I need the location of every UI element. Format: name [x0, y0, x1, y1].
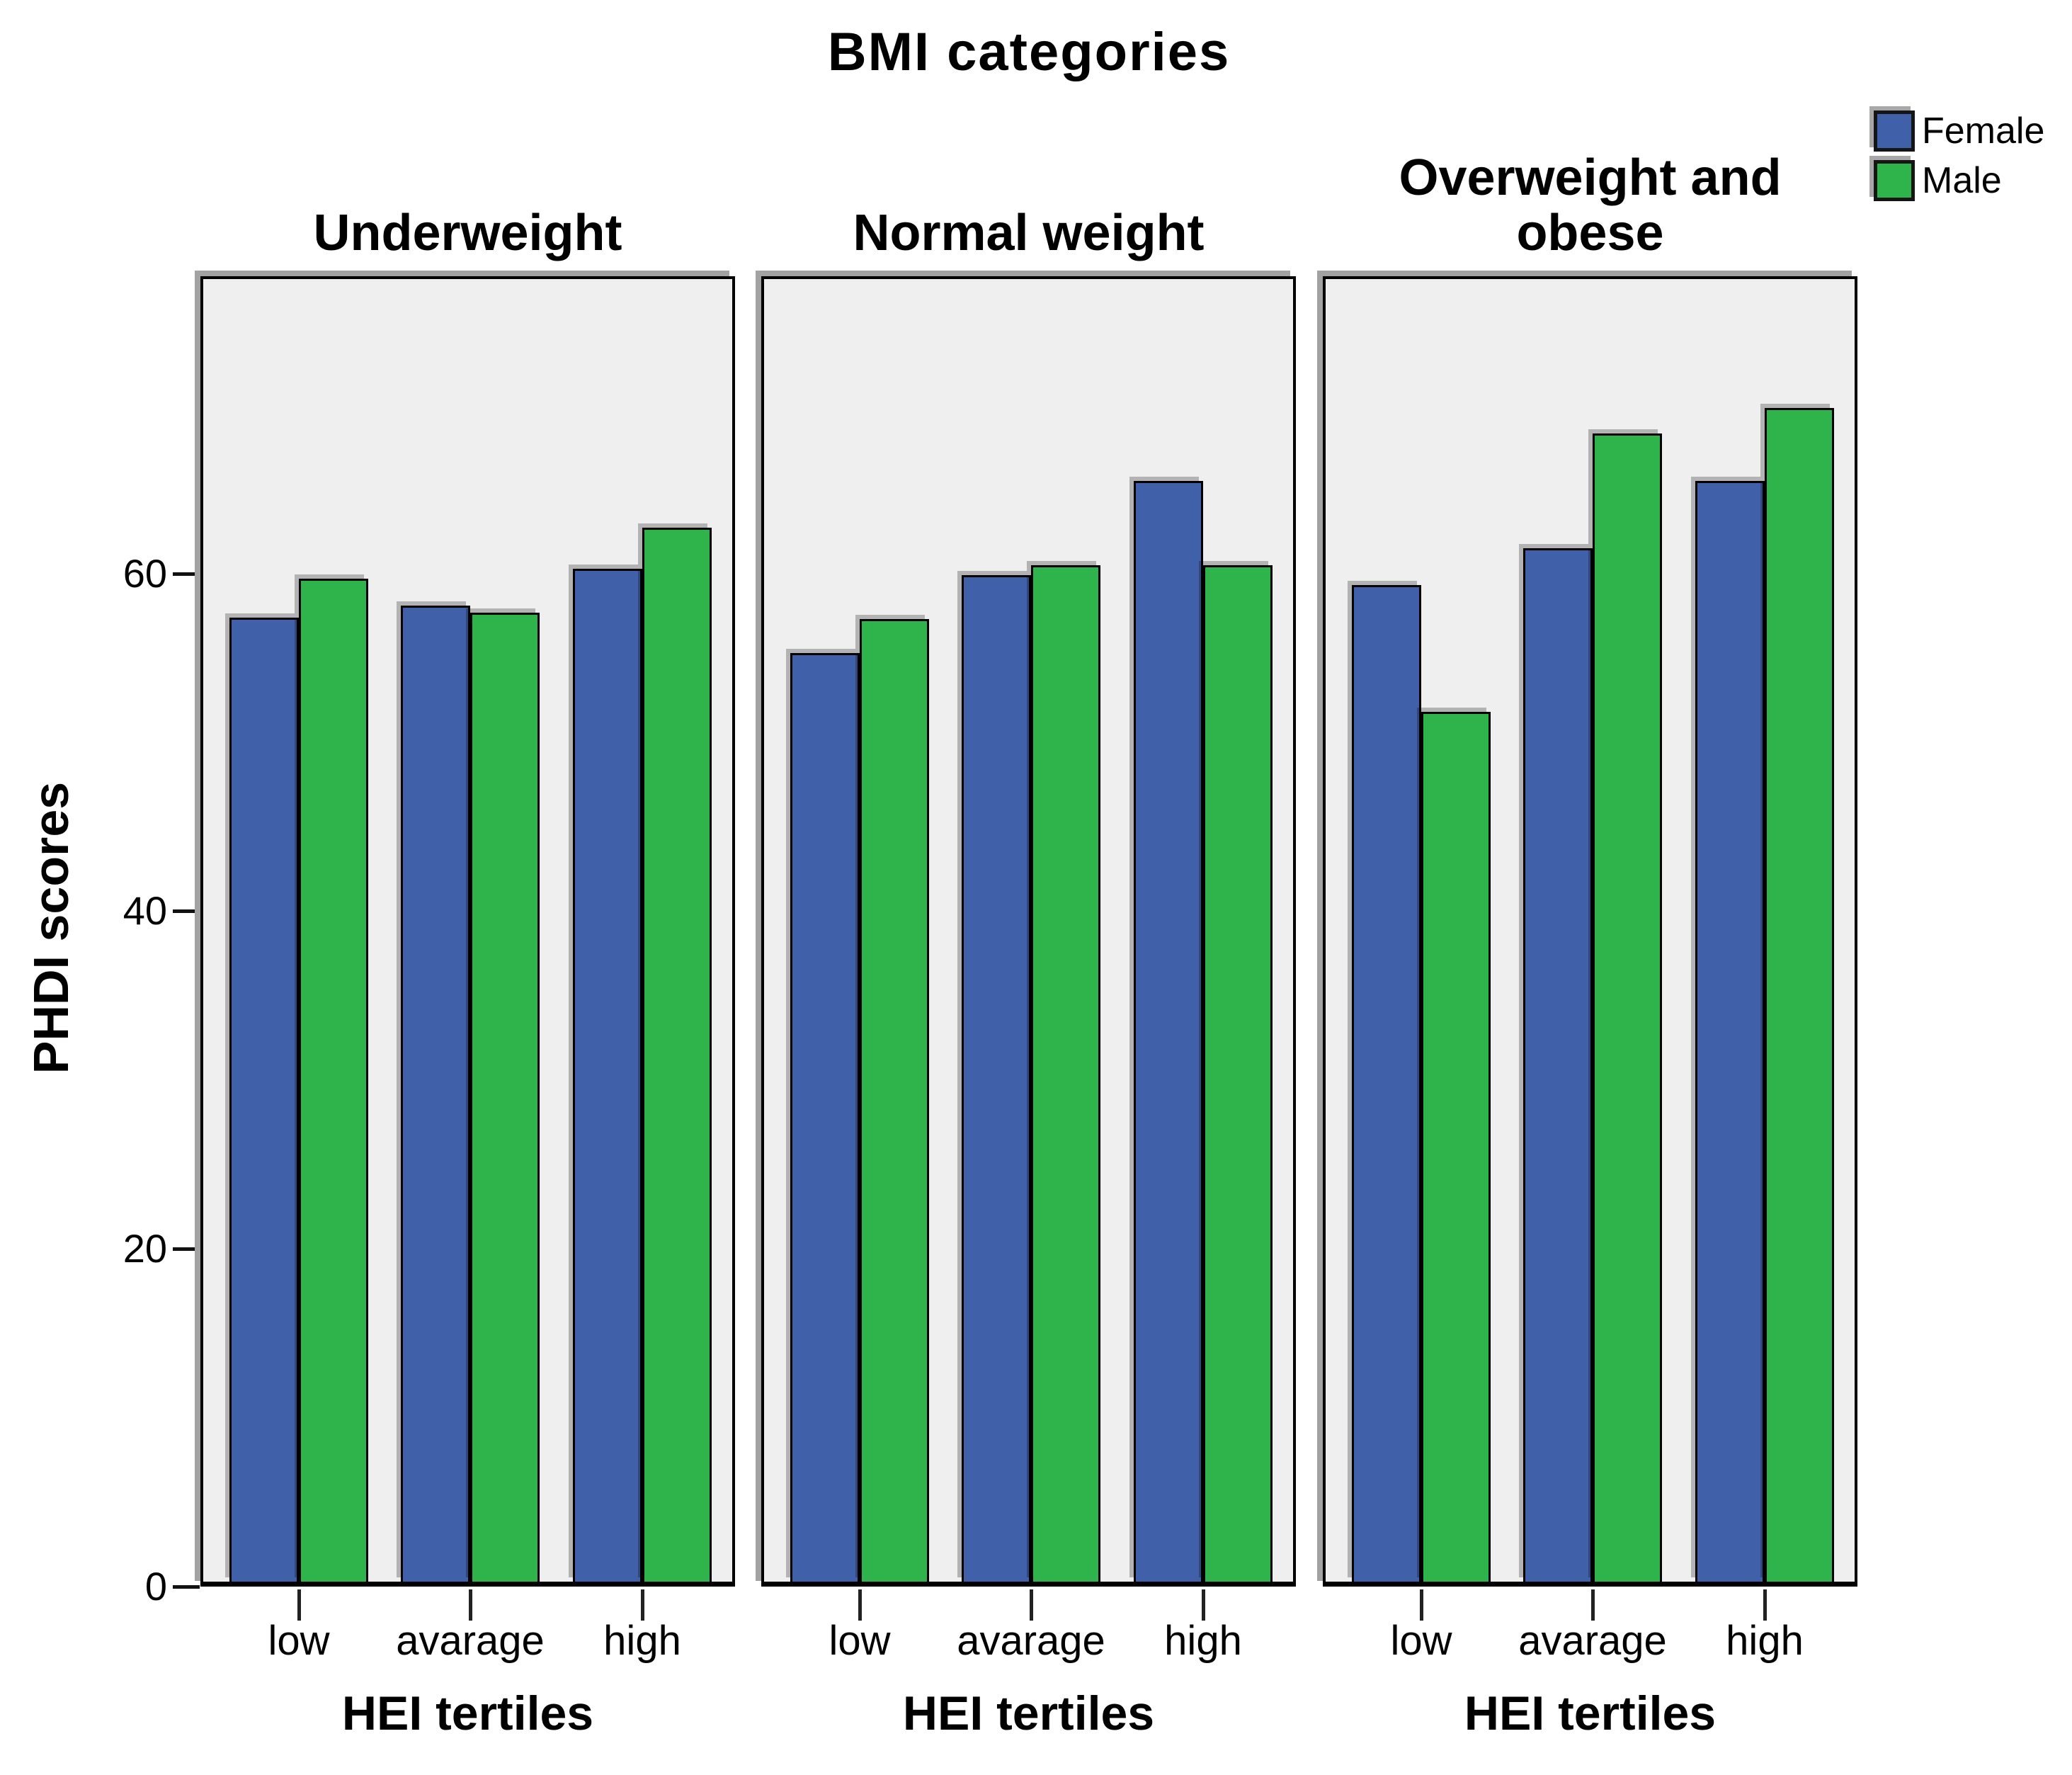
x-tick-label-1-low: low [829, 1618, 891, 1664]
bar-female-avarage [401, 606, 470, 1582]
x-tick-mark-2-high [1763, 1589, 1767, 1621]
bar-female-high [1134, 481, 1203, 1582]
panel-1 [761, 276, 1296, 1587]
x-tick-label-0-high: high [603, 1618, 681, 1664]
panel-2 [1323, 276, 1857, 1587]
x-tick-label-0-low: low [268, 1618, 330, 1664]
panel-0 [200, 276, 735, 1587]
legend-item-female: Female [1874, 110, 2044, 152]
panel-title-1: Normal weight [853, 205, 1205, 261]
bar-male-low [299, 579, 368, 1582]
bar-male-high [1765, 408, 1834, 1582]
figure-title: BMI categories [827, 22, 1231, 82]
bar-female-high [1695, 481, 1765, 1582]
bar-male-high [642, 528, 712, 1582]
bar-male-low [1421, 712, 1491, 1582]
male-color-swatch [1874, 160, 1915, 201]
bar-female-low [229, 618, 299, 1582]
bar-female-low [1352, 585, 1421, 1582]
y-tick-label-60: 60 [123, 550, 167, 596]
bar-male-avarage [470, 613, 540, 1582]
y-tick-label-20: 20 [123, 1226, 167, 1271]
x-tick-mark-2-low [1420, 1589, 1423, 1621]
x-tick-label-2-avarage: avarage [1518, 1618, 1667, 1664]
x-tick-mark-1-avarage [1030, 1589, 1033, 1621]
x-tick-mark-0-high [641, 1589, 644, 1621]
legend-item-male: Male [1874, 160, 2044, 201]
x-tick-mark-1-low [858, 1589, 862, 1621]
y-tick-mark-40 [173, 909, 200, 914]
y-tick-label-40: 40 [123, 888, 167, 934]
x-axis-title-0: HEI tertiles [341, 1686, 594, 1740]
y-tick-mark-20 [173, 1247, 200, 1252]
y-tick-mark-60 [173, 572, 200, 576]
bar-male-avarage [1593, 433, 1662, 1582]
x-tick-mark-2-avarage [1591, 1589, 1595, 1621]
bar-female-avarage [1523, 548, 1593, 1582]
x-tick-mark-0-low [297, 1589, 301, 1621]
bar-female-low [790, 653, 860, 1582]
female-color-swatch [1874, 110, 1915, 152]
x-tick-label-0-avarage: avarage [396, 1618, 545, 1664]
legend-label-male: Male [1922, 160, 2002, 201]
legend-label-female: Female [1922, 110, 2045, 152]
bar-male-high [1203, 565, 1273, 1582]
x-tick-label-1-high: high [1164, 1618, 1242, 1664]
x-tick-mark-0-avarage [469, 1589, 472, 1621]
bar-female-high [573, 569, 642, 1582]
x-axis-title-2: HEI tertiles [1464, 1686, 1717, 1740]
x-tick-mark-1-high [1202, 1589, 1205, 1621]
panel-title-2: Overweight and obese [1399, 149, 1782, 261]
bar-male-avarage [1031, 565, 1100, 1582]
x-tick-label-1-avarage: avarage [957, 1618, 1105, 1664]
bar-female-avarage [962, 575, 1031, 1582]
y-tick-label-0: 0 [144, 1564, 167, 1609]
legend: Female Male [1874, 110, 2044, 210]
x-tick-label-2-high: high [1726, 1618, 1804, 1664]
panel-title-0: Underweight [313, 205, 622, 261]
y-tick-mark-0 [173, 1585, 200, 1589]
x-tick-label-2-low: low [1390, 1618, 1452, 1664]
bar-male-low [860, 619, 929, 1582]
x-axis-title-1: HEI tertiles [902, 1686, 1155, 1740]
